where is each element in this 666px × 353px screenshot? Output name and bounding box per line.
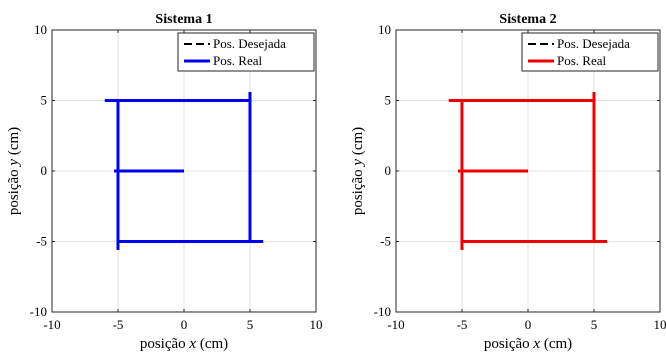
legend-box bbox=[521, 32, 659, 72]
x-tick-label: 10 bbox=[310, 317, 323, 332]
legend-label: Pos. Real bbox=[213, 53, 263, 68]
y-tick-label: -5 bbox=[36, 234, 47, 249]
x-tick-label: -5 bbox=[113, 317, 124, 332]
x-tick-label: -10 bbox=[43, 317, 60, 332]
y-tick-label: -10 bbox=[30, 304, 47, 319]
x-tick-label: 5 bbox=[591, 317, 598, 332]
y-tick-label: 5 bbox=[385, 93, 392, 108]
x-axis-label: posição x (cm) bbox=[484, 336, 572, 352]
chart-panel-1: -10 -5 0 5 10 -10 -5 0 5 10 Sistema 1 posição x (cm… bbox=[6, 12, 323, 352]
y-axis-label: posição y (cm) bbox=[6, 127, 22, 215]
y-tick-label: 10 bbox=[34, 22, 47, 37]
chart-panel-2: -10 -5 0 5 10 -10 -5 0 5 10 Sistema 2 posição x (cm… bbox=[350, 12, 666, 352]
x-tick-label: 10 bbox=[654, 317, 666, 332]
y-tick-label: 0 bbox=[41, 163, 48, 178]
y-tick-label: -10 bbox=[374, 304, 391, 319]
y-tick-label: 5 bbox=[41, 93, 48, 108]
legend-box bbox=[177, 32, 315, 72]
chart-title: Sistema 2 bbox=[499, 12, 556, 27]
legend-label: Pos. Desejada bbox=[213, 36, 286, 51]
x-axis-label: posição x (cm) bbox=[140, 336, 228, 352]
x-tick-label: -10 bbox=[387, 317, 404, 332]
legend-label: Pos. Desejada bbox=[557, 36, 630, 51]
x-tick-label: 0 bbox=[525, 317, 532, 332]
y-tick-label: -5 bbox=[380, 234, 391, 249]
y-tick-label: 0 bbox=[385, 163, 392, 178]
x-tick-label: 0 bbox=[181, 317, 188, 332]
x-tick-label: -5 bbox=[457, 317, 468, 332]
chart-title: Sistema 1 bbox=[155, 12, 212, 27]
legend-label: Pos. Real bbox=[557, 53, 607, 68]
y-tick-label: 10 bbox=[378, 22, 391, 37]
x-tick-label: 5 bbox=[247, 317, 254, 332]
y-axis-label: posição y (cm) bbox=[350, 127, 366, 215]
